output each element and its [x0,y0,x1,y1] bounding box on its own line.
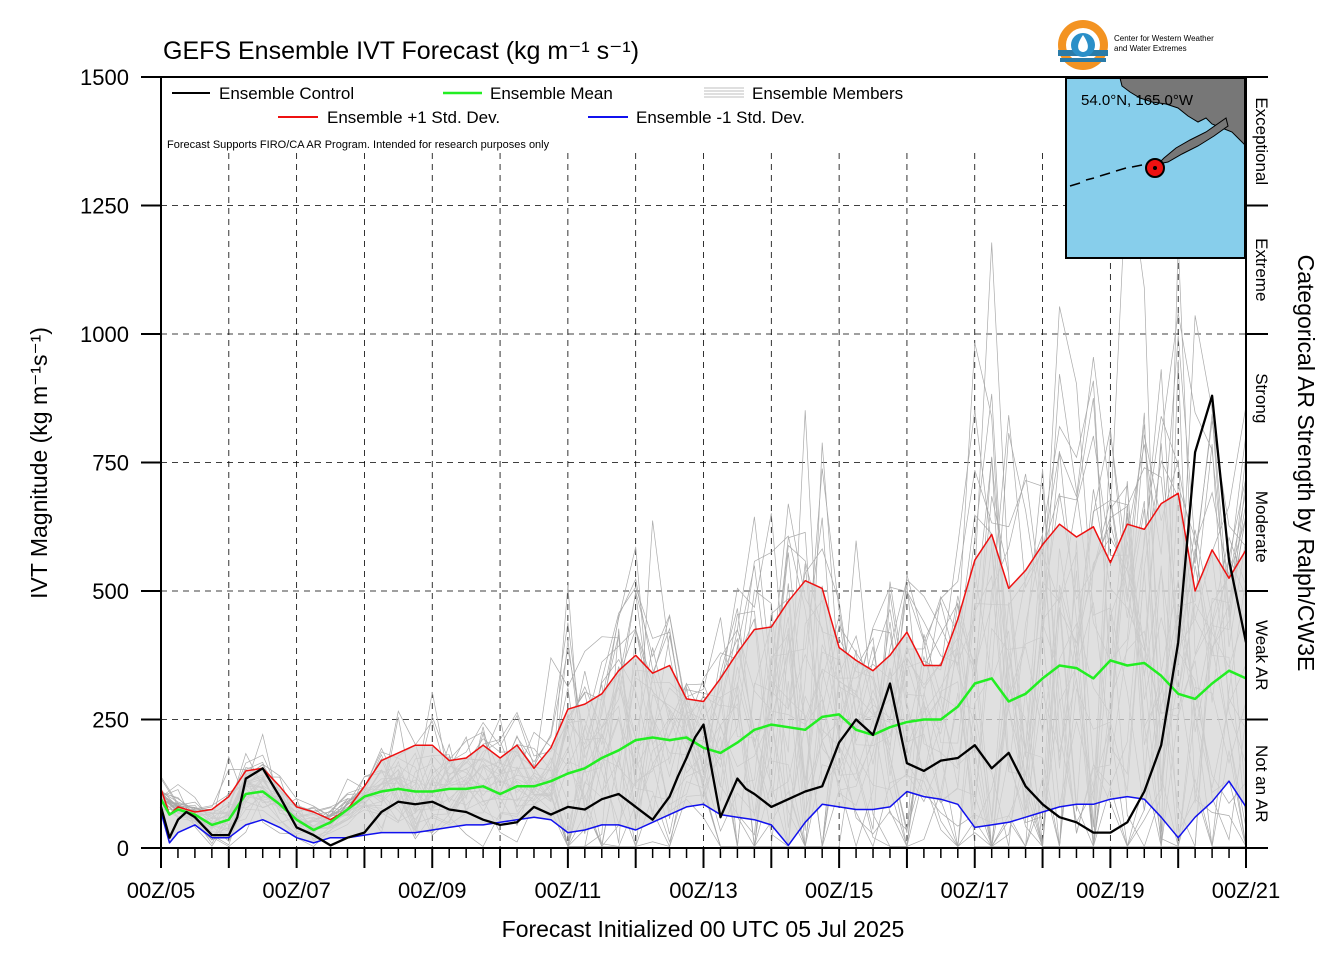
legend-plus-label: Ensemble +1 Std. Dev. [327,108,500,127]
x-tick-label: 00Z/05 [127,878,196,903]
ensemble-control-line [159,394,1248,847]
minus-std-dev-line [160,780,1247,847]
x-tick-label: 00Z/19 [1076,878,1145,903]
legend-minus-label: Ensemble -1 Std. Dev. [636,108,805,127]
x-tick-label: 00Z/11 [534,878,601,903]
y-tick-label: 1000 [80,322,129,347]
x-tick-label: 00Z/13 [669,878,738,903]
category-label: Exceptional [1252,97,1271,185]
axes-ticks-group: 0 250 500 750 1000 1250 1500 00Z/05 00Z/07 00Z/09… [80,65,1280,903]
y-tick-label: 1250 [80,194,129,219]
cw3e-logo: Center for Western Weather and Water Ext… [1058,20,1214,70]
inset-location-label: 54.0°N, 165.0°W [1081,92,1194,109]
disclaimer-text: Forecast Supports FIRO/CA AR Program. In… [167,139,550,151]
category-label: Moderate [1252,491,1271,563]
logo-text-line1: Center for Western Weather [1114,34,1214,43]
location-inset-map: 54.0°N, 165.0°W [1065,77,1246,259]
legend: Ensemble Control Ensemble Mean Ensemble … [172,84,903,127]
inset-frame [1065,77,1246,259]
x-tick-label: 00Z/07 [262,878,331,903]
y-tick-label: 750 [92,451,129,476]
right-axis-label: Categorical AR Strength by Ralph/CW3E [1293,255,1319,672]
legend-members-label: Ensemble Members [752,84,903,103]
water-drop-icon [1078,35,1088,52]
category-label: Strong [1252,373,1271,423]
logo-text-line2: and Water Extremes [1114,44,1187,53]
legend-mean-label: Ensemble Mean [490,84,613,103]
y-tick-label: 500 [92,579,129,604]
y-tick-label: 0 [117,836,129,861]
series-lines-group [159,394,1248,847]
inset-landmass [1119,77,1246,147]
x-axis-label: Forecast Initialized 00 UTC 05 Jul 2025 [502,916,905,942]
y-axis-label: IVT Magnitude (kg m⁻¹s⁻¹) [26,327,52,599]
x-tick-label: 00Z/15 [805,878,874,903]
legend-members-swatch [704,87,744,98]
category-label: Not an AR [1252,745,1271,823]
category-label: Weak AR [1252,620,1271,691]
x-tick-label: 00Z/09 [398,878,467,903]
ensemble-mean-line [159,659,1247,832]
plus-std-dev-line [160,492,1247,821]
legend-control-label: Ensemble Control [219,84,354,103]
y-tick-label: 1500 [80,65,129,90]
x-tick-label: 00Z/17 [941,878,1010,903]
x-tick-label: 00Z/21 [1212,878,1281,903]
inset-islands [1069,164,1143,187]
category-label: Extreme [1252,238,1271,301]
std-dev-spread-band [161,493,1246,846]
y-tick-label: 250 [92,708,129,733]
grid-lines [161,153,1246,848]
chart-title: GEFS Ensemble IVT Forecast (kg m⁻¹ s⁻¹) [163,37,639,65]
